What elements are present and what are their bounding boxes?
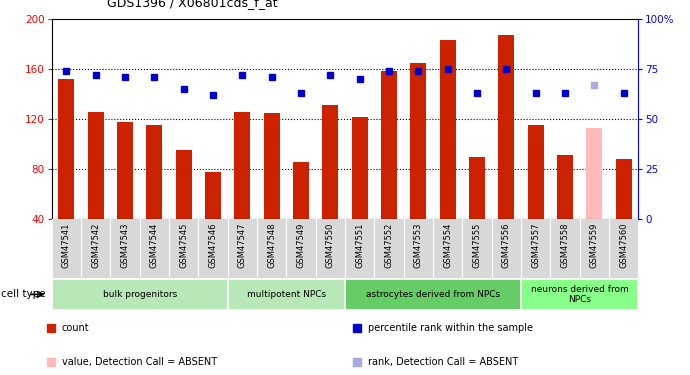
Text: GSM47553: GSM47553 (414, 222, 423, 268)
Text: GSM47550: GSM47550 (326, 222, 335, 268)
Text: percentile rank within the sample: percentile rank within the sample (368, 323, 533, 333)
Text: GSM47546: GSM47546 (208, 222, 217, 268)
Text: GSM47552: GSM47552 (384, 222, 393, 268)
Text: GSM47548: GSM47548 (267, 222, 276, 268)
Bar (146, 125, 162, 219)
Bar (586, 128, 602, 219)
Text: GSM47555: GSM47555 (473, 222, 482, 268)
Text: GSM47554: GSM47554 (443, 222, 452, 268)
Text: GSM47556: GSM47556 (502, 222, 511, 268)
Text: GSM47558: GSM47558 (560, 222, 569, 268)
Bar (322, 105, 338, 219)
Bar (557, 155, 573, 219)
Bar (498, 35, 514, 219)
Bar (528, 125, 544, 219)
Bar (228, 279, 345, 310)
Text: GSM47559: GSM47559 (590, 222, 599, 268)
Text: GSM47549: GSM47549 (297, 222, 306, 268)
Text: value, Detection Call = ABSENT: value, Detection Call = ABSENT (62, 357, 217, 367)
Bar (293, 162, 309, 219)
Text: neurons derived from
NPCs: neurons derived from NPCs (531, 285, 629, 304)
Text: GSM47544: GSM47544 (150, 222, 159, 268)
Text: GSM47560: GSM47560 (619, 222, 628, 268)
Bar (264, 113, 279, 219)
Text: multipotent NPCs: multipotent NPCs (247, 290, 326, 299)
Text: GSM47551: GSM47551 (355, 222, 364, 268)
Bar (345, 279, 521, 310)
Bar (88, 111, 103, 219)
Bar (440, 40, 455, 219)
Text: bulk progenitors: bulk progenitors (103, 290, 177, 299)
Bar (352, 117, 368, 219)
Bar (469, 157, 485, 219)
Text: GDS1396 / X06801cds_f_at: GDS1396 / X06801cds_f_at (107, 0, 277, 9)
Bar (235, 111, 250, 219)
Bar (59, 79, 75, 219)
Bar (176, 150, 192, 219)
Text: rank, Detection Call = ABSENT: rank, Detection Call = ABSENT (368, 357, 518, 367)
Text: GSM47543: GSM47543 (121, 222, 130, 268)
Text: GSM47557: GSM47557 (531, 222, 540, 268)
Bar (381, 71, 397, 219)
Bar (52, 279, 228, 310)
Bar (205, 172, 221, 219)
Text: astrocytes derived from NPCs: astrocytes derived from NPCs (366, 290, 500, 299)
Text: GSM47542: GSM47542 (91, 222, 100, 268)
Text: GSM47547: GSM47547 (238, 222, 247, 268)
Bar (615, 159, 631, 219)
Text: GSM47541: GSM47541 (62, 222, 71, 268)
Text: count: count (62, 323, 90, 333)
Text: cell type: cell type (1, 290, 46, 299)
Bar (411, 63, 426, 219)
Text: GSM47545: GSM47545 (179, 222, 188, 268)
Bar (117, 122, 133, 219)
Bar (521, 279, 638, 310)
